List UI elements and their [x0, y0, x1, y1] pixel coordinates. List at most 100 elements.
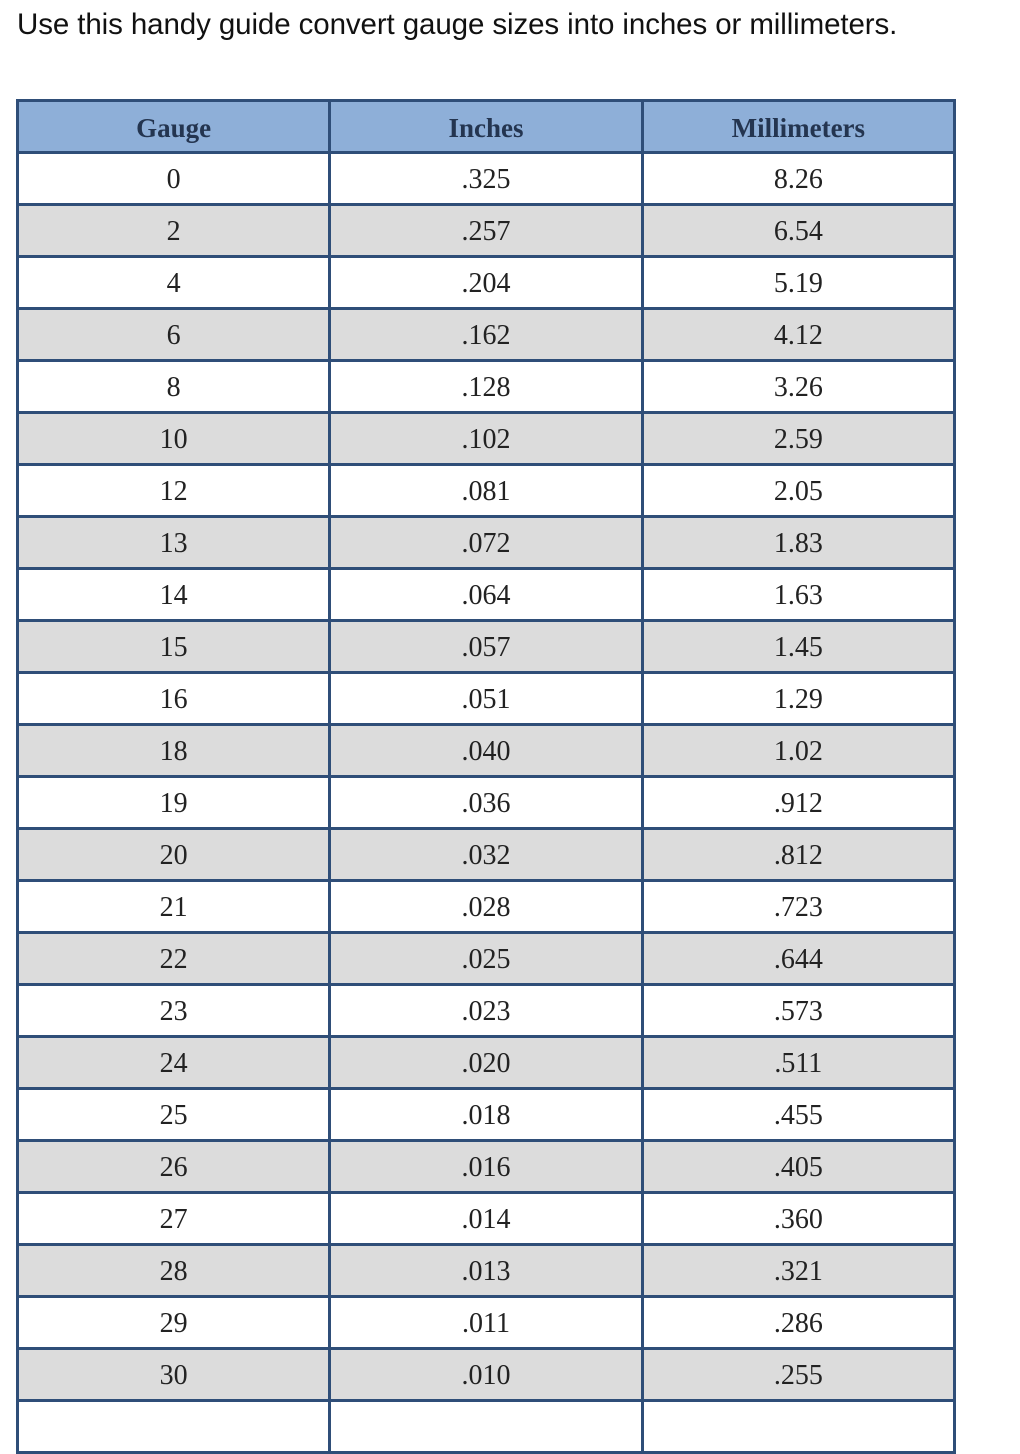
inches-cell: .257	[328, 203, 644, 258]
millimeters-cell: .723	[640, 879, 957, 934]
table-row: 27.014.360	[15, 1191, 957, 1246]
inches-cell: .325	[328, 151, 644, 206]
gauge-cell: 25	[15, 1087, 332, 1142]
inches-cell: .011	[328, 1295, 644, 1350]
millimeters-cell: 1.02	[640, 723, 957, 778]
inches-cell: .023	[328, 983, 644, 1038]
millimeters-cell: 2.59	[640, 411, 957, 466]
millimeters-cell: .912	[640, 775, 957, 830]
table-row: 12.081 2.05	[15, 463, 957, 518]
gauge-cell: 27	[15, 1191, 332, 1246]
table-row: 6.162 4.12	[15, 307, 957, 362]
table-row: 18.040 1.02	[15, 723, 957, 778]
millimeters-cell: .812	[640, 827, 957, 882]
empty-cell	[328, 1399, 644, 1454]
gauge-cell: 29	[15, 1295, 332, 1350]
table-row: 25.018.455	[15, 1087, 957, 1142]
inches-cell: .072	[328, 515, 644, 570]
gauge-cell: 19	[15, 775, 332, 830]
empty-cell	[15, 1399, 332, 1454]
inches-cell: .040	[328, 723, 644, 778]
millimeters-cell: 1.29	[640, 671, 957, 726]
header-gauge: Gauge	[15, 99, 332, 154]
gauge-cell: 21	[15, 879, 332, 934]
millimeters-cell: .511	[640, 1035, 957, 1090]
gauge-cell: 22	[15, 931, 332, 986]
gauge-cell: 16	[15, 671, 332, 726]
table-row: 28.013.321	[15, 1243, 957, 1298]
millimeters-cell: 1.63	[640, 567, 957, 622]
inches-cell: .020	[328, 1035, 644, 1090]
table-row: 23.023.573	[15, 983, 957, 1038]
millimeters-cell: .360	[640, 1191, 957, 1246]
inches-cell: .128	[328, 359, 644, 414]
table-row-partial	[15, 1399, 957, 1454]
gauge-cell: 18	[15, 723, 332, 778]
millimeters-cell: .644	[640, 931, 957, 986]
gauge-cell: 12	[15, 463, 332, 518]
gauge-cell: 2	[15, 203, 332, 258]
table-header-row: Gauge Inches Millimeters	[15, 99, 957, 154]
millimeters-cell: .286	[640, 1295, 957, 1350]
millimeters-cell: 3.26	[640, 359, 957, 414]
table-row: 2.257 6.54	[15, 203, 957, 258]
page-title: Use this handy guide convert gauge sizes…	[17, 8, 898, 41]
gauge-cell: 15	[15, 619, 332, 674]
header-millimeters: Millimeters	[640, 99, 957, 154]
table-row: 22.025.644	[15, 931, 957, 986]
inches-cell: .032	[328, 827, 644, 882]
header-inches: Inches	[328, 99, 644, 154]
inches-cell: .010	[328, 1347, 644, 1402]
inches-cell: .014	[328, 1191, 644, 1246]
millimeters-cell: .255	[640, 1347, 957, 1402]
millimeters-cell: 8.26	[640, 151, 957, 206]
gauge-cell: 26	[15, 1139, 332, 1194]
inches-cell: .036	[328, 775, 644, 830]
inches-cell: .064	[328, 567, 644, 622]
inches-cell: .081	[328, 463, 644, 518]
table-row: 24.020.511	[15, 1035, 957, 1090]
gauge-cell: 28	[15, 1243, 332, 1298]
table-row: 15.057 1.45	[15, 619, 957, 674]
table-row: 0.325 8.26	[15, 151, 957, 206]
inches-cell: .013	[328, 1243, 644, 1298]
gauge-cell: 10	[15, 411, 332, 466]
inches-cell: .204	[328, 255, 644, 310]
millimeters-cell: 2.05	[640, 463, 957, 518]
inches-cell: .162	[328, 307, 644, 362]
table-row: 19.036.912	[15, 775, 957, 830]
gauge-cell: 6	[15, 307, 332, 362]
millimeters-cell: .321	[640, 1243, 957, 1298]
gauge-cell: 8	[15, 359, 332, 414]
millimeters-cell: 6.54	[640, 203, 957, 258]
table-row: 8.128 3.26	[15, 359, 957, 414]
table-row: 26.016.405	[15, 1139, 957, 1194]
millimeters-cell: .455	[640, 1087, 957, 1142]
table-row: 13.072 1.83	[15, 515, 957, 570]
inches-cell: .102	[328, 411, 644, 466]
table-row: 4.204 5.19	[15, 255, 957, 310]
millimeters-cell: 1.45	[640, 619, 957, 674]
gauge-cell: 24	[15, 1035, 332, 1090]
gauge-cell: 13	[15, 515, 332, 570]
gauge-conversion-table: Gauge Inches Millimeters 0.325 8.26 2.257 6…	[15, 99, 957, 1454]
inches-cell: .028	[328, 879, 644, 934]
gauge-cell: 0	[15, 151, 332, 206]
millimeters-cell: 4.12	[640, 307, 957, 362]
gauge-cell: 23	[15, 983, 332, 1038]
inches-cell: .057	[328, 619, 644, 674]
inches-cell: .025	[328, 931, 644, 986]
millimeters-cell: .573	[640, 983, 957, 1038]
millimeters-cell: .405	[640, 1139, 957, 1194]
millimeters-cell: 5.19	[640, 255, 957, 310]
table-row: 21.028.723	[15, 879, 957, 934]
gauge-cell: 4	[15, 255, 332, 310]
millimeters-cell: 1.83	[640, 515, 957, 570]
gauge-cell: 14	[15, 567, 332, 622]
table-row: 20.032.812	[15, 827, 957, 882]
gauge-cell: 30	[15, 1347, 332, 1402]
table-row: 16.051 1.29	[15, 671, 957, 726]
inches-cell: .016	[328, 1139, 644, 1194]
table-row: 29.011.286	[15, 1295, 957, 1350]
empty-cell	[640, 1399, 957, 1454]
